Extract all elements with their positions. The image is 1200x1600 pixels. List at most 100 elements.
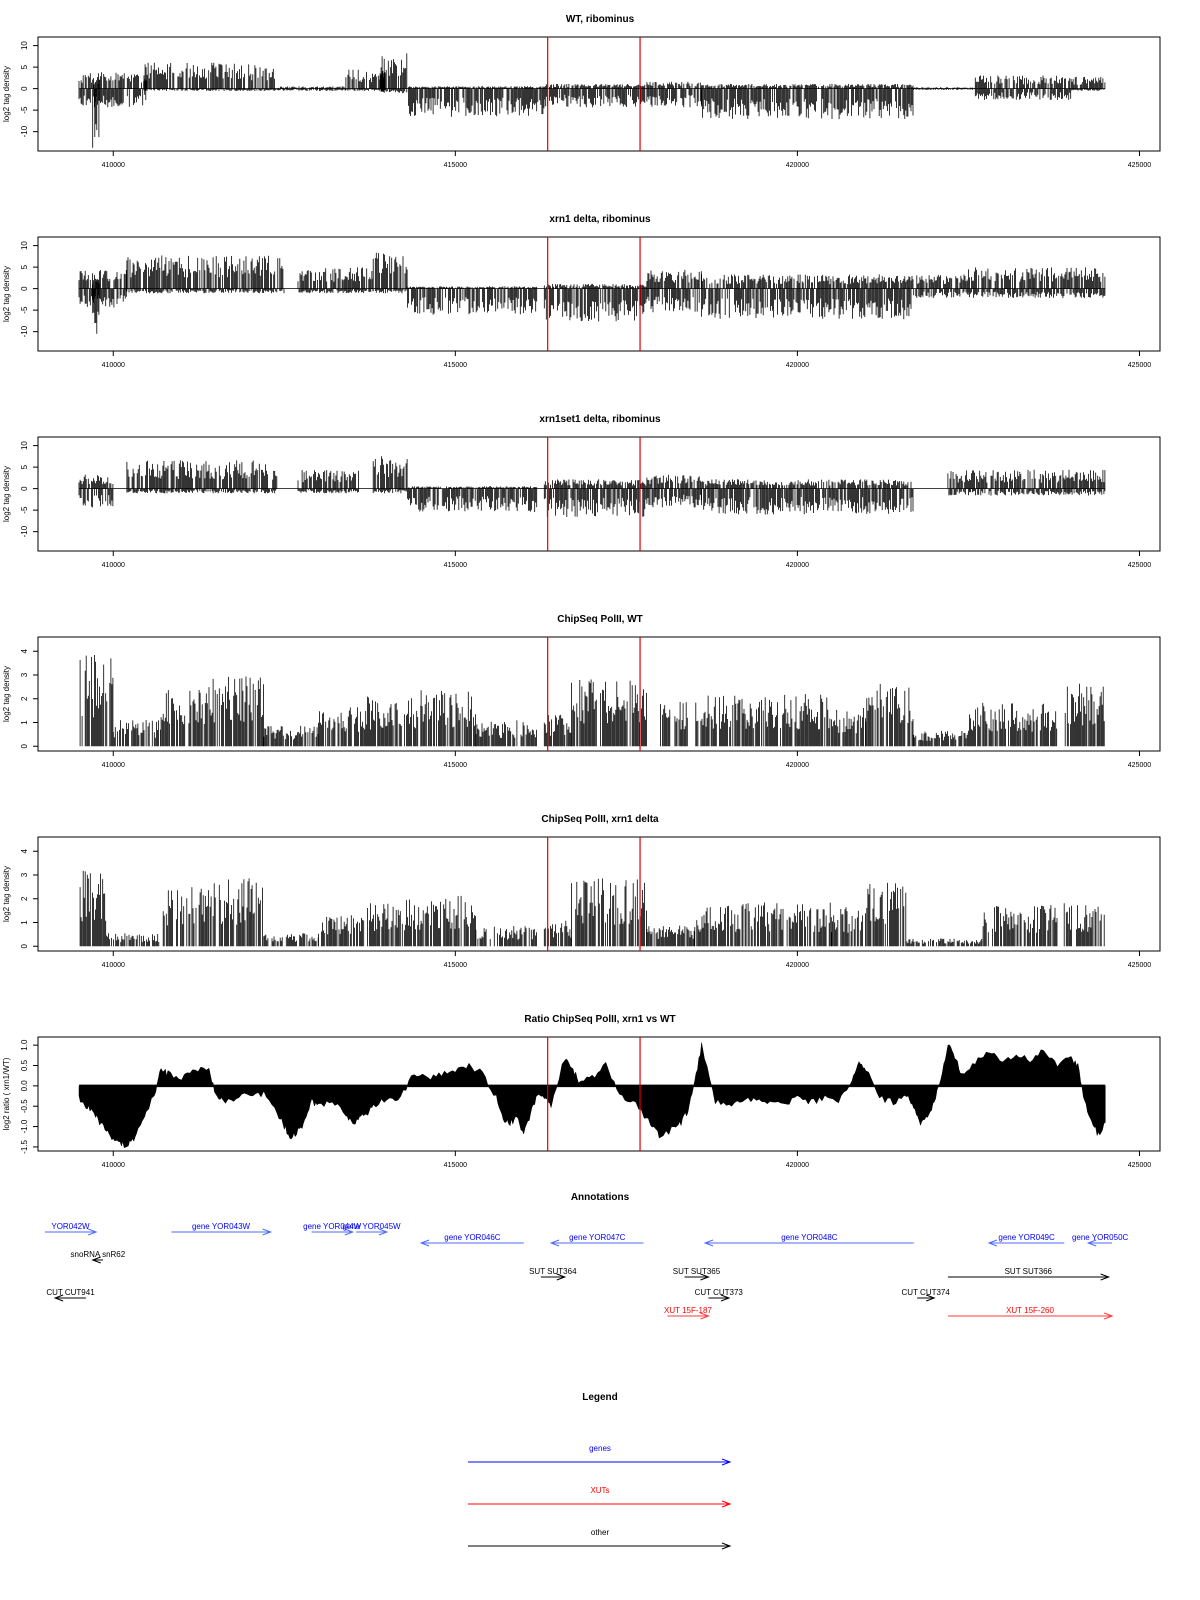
tag-density-bars: [695, 695, 762, 747]
tag-density-bars: [475, 720, 537, 747]
arrow-head: [53, 1294, 64, 1302]
tag-density-bars: [297, 470, 359, 494]
data-layer: [79, 870, 1105, 947]
panel-2: xrn1 delta, ribominus log2 tag density 10 5…: [2, 214, 1161, 369]
annotation-label: XUT 15F-187: [664, 1306, 712, 1315]
y-tick-label: 0: [20, 743, 29, 748]
legend-label: genes: [589, 1444, 611, 1453]
y-tick-label: 1.0: [20, 1039, 29, 1051]
data-layer: [78, 1042, 1106, 1149]
x-tick-label: 415000: [444, 162, 467, 169]
tag-density-bars: [143, 62, 277, 91]
annotation-label: CUT CUT941: [46, 1288, 95, 1297]
arrow-head: [419, 1239, 430, 1247]
tag-density-bars: [420, 690, 476, 747]
tag-density-bars: [78, 474, 114, 508]
tag-density-bars: [831, 708, 866, 747]
panel-title: xrn1 delta, ribominus: [549, 214, 651, 225]
y-tick-label: -0.5: [20, 1099, 29, 1113]
tag-density-bars: [209, 878, 263, 947]
x-tick-label: 415000: [444, 1162, 467, 1169]
panel-5: ChipSeq PolII, xrn1 delta log2 tag densit…: [2, 814, 1161, 969]
tag-density-bars: [297, 267, 374, 294]
data-layer: [78, 456, 1106, 517]
tag-density-bars: [974, 75, 1072, 100]
arrow-head: [1103, 1312, 1114, 1320]
annotation-label: SUT SUT365: [673, 1267, 721, 1276]
arrow-head: [87, 1228, 98, 1236]
data-layer: [78, 252, 1106, 334]
tag-density-bars: [913, 730, 969, 747]
tag-density-bars: [345, 69, 387, 91]
y-tick-label: 1: [20, 920, 29, 925]
x-tick-label: 420000: [786, 362, 809, 369]
x-tick-label: 410000: [102, 762, 125, 769]
annotation-label: gene YOR043W: [192, 1222, 251, 1231]
x-tick-label: 425000: [1128, 162, 1151, 169]
annotation-genes: gene YOR047C: [549, 1233, 644, 1247]
legend-item: genes: [468, 1444, 732, 1466]
tag-density-bars: [208, 676, 264, 747]
tag-density-bars: [162, 887, 209, 947]
panel-title: xrn1set1 delta, ribominus: [539, 414, 661, 425]
panel-4: ChipSeq PolII, WT log2 tag density 0 1 2 3 4 41…: [2, 614, 1161, 769]
annotation-label: YOR042W: [51, 1222, 90, 1231]
y-tick-label: 5: [20, 464, 29, 469]
legend-item: XUTs: [468, 1486, 732, 1508]
tag-density-bars: [866, 882, 907, 947]
tag-density-bars: [92, 79, 100, 148]
arrow-head: [91, 1256, 101, 1264]
x-tick-label: 425000: [1128, 1162, 1151, 1169]
tag-density-bars: [106, 933, 160, 947]
x-tick-label: 410000: [102, 162, 125, 169]
arrow-head: [926, 1294, 936, 1302]
x-tick-label: 425000: [1128, 562, 1151, 569]
tag-density-bars: [701, 479, 914, 515]
y-tick-label: -10: [20, 525, 29, 537]
tag-density-bars: [543, 83, 646, 108]
x-tick-label: 415000: [444, 962, 467, 969]
tag-density-bars: [1070, 76, 1106, 91]
tag-density-bars: [79, 655, 114, 747]
tag-density-bars: [865, 684, 914, 747]
tag-density-bars: [372, 456, 408, 494]
annotation-genes: gene YOR048C: [703, 1233, 914, 1247]
tag-density-bars: [407, 286, 538, 315]
arrow-head: [721, 1458, 732, 1466]
arrow-head: [344, 1228, 355, 1236]
y-axis-label: log2 tag density: [2, 666, 11, 722]
tag-density-bars: [968, 702, 1058, 747]
tag-density-bars: [263, 933, 319, 947]
annotation-other: SUT SUT366: [947, 1267, 1111, 1281]
y-tick-label: 0.5: [20, 1059, 29, 1071]
tag-density-bars: [646, 474, 702, 508]
y-tick-label: 0.0: [20, 1080, 29, 1092]
tag-density-bars: [1063, 903, 1105, 947]
annotation-xuts: XUT 15F-187: [664, 1306, 712, 1320]
x-tick-label: 420000: [786, 162, 809, 169]
arrow-head: [703, 1239, 714, 1247]
annotation-other: snoRNA snR62: [71, 1250, 126, 1264]
tag-density-bars: [646, 925, 695, 947]
y-tick-label: -5: [20, 106, 29, 114]
tag-density-bars: [660, 702, 688, 747]
arrow-head: [721, 1542, 732, 1550]
annotation-genes: YOR042W: [44, 1222, 98, 1236]
y-tick-label: 10: [20, 441, 29, 450]
plot-frame: [37, 436, 1161, 552]
annotation-other: CUT CUT374: [902, 1288, 951, 1302]
annotation-label: gene YOR048C: [781, 1233, 838, 1242]
annotation-label: CUT CUT374: [902, 1288, 951, 1297]
x-tick-label: 425000: [1128, 762, 1151, 769]
x-tick-label: 410000: [102, 362, 125, 369]
annotations-title: Annotations: [571, 1192, 630, 1203]
tag-density-bars: [475, 926, 537, 947]
panel-6: Ratio ChipSeq PolII, xrn1 vs WT log2 rati…: [2, 1014, 1161, 1169]
annotation-label: snoRNA snR62: [71, 1250, 126, 1259]
annotation-genes: gene YOR049C: [987, 1233, 1065, 1247]
arrow-head: [556, 1273, 567, 1281]
legend-label: XUTs: [590, 1486, 609, 1495]
y-tick-label: -10: [20, 125, 29, 137]
annotation-label: XUT 15F-260: [1006, 1306, 1054, 1315]
